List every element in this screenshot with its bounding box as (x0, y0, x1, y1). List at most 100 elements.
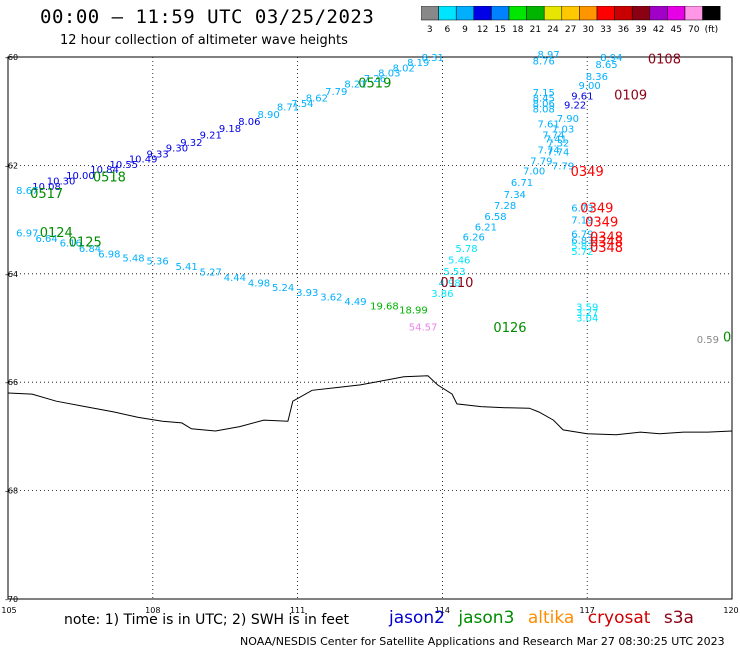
pass-time-label: 0 (723, 331, 731, 346)
page-title: 00:00 – 11:59 UTC 03/25/2023 (40, 6, 375, 28)
wave-height-value: 9.21 (200, 130, 222, 141)
wave-height-value: 4.44 (224, 273, 246, 284)
pass-time-label: 0349 (571, 165, 604, 180)
pass-time-label: 0348 (590, 236, 623, 251)
pass-time-label: 0348 (590, 241, 623, 256)
wave-height-value: 7.34 (504, 190, 526, 201)
pass-time-label: 0125 (69, 236, 102, 251)
wave-height-value: 6.73 (571, 203, 593, 214)
color-scale-label: 18 (512, 25, 524, 35)
wave-height-value: 3.62 (320, 292, 342, 303)
y-tick-label: -60 (5, 53, 18, 62)
wave-height-value: 6.16 (60, 239, 82, 250)
pass-time-label: 0349 (580, 202, 613, 217)
color-scale-label: 9 (462, 25, 468, 35)
pass-time-label: 0517 (30, 187, 63, 202)
footer-note: note: 1) Time is in UTC; 2) SWH is in fe… (64, 612, 350, 628)
color-scale-label: 21 (530, 25, 541, 35)
pass-time-label: 0126 (493, 321, 526, 336)
pass-time-label: 0519 (358, 76, 391, 91)
wave-height-value: 6.64 (35, 234, 57, 245)
wave-height-value: 5.36 (146, 257, 168, 268)
wave-height-value: 10.84 (90, 165, 119, 176)
wave-height-value: 7.28 (494, 201, 516, 212)
wave-height-value: 6.79 (571, 229, 593, 240)
wave-height-value: 8.06 (533, 99, 555, 110)
x-tick-label: 105 (1, 606, 16, 615)
wave-height-value: 8.36 (586, 72, 608, 83)
x-tick-label: 120 (723, 606, 738, 615)
wave-height-value: 8.62 (306, 93, 328, 104)
color-scale-label: 27 (565, 25, 576, 35)
y-tick-label: -68 (5, 487, 18, 496)
wave-height-value: 5.27 (200, 267, 222, 278)
wave-height-value: 8.45 (533, 93, 555, 104)
wave-height-value: 19.68 (370, 302, 399, 313)
wave-height-value: 7.19 (571, 215, 593, 226)
y-tick-label: -70 (5, 595, 18, 604)
x-tick-label: 117 (580, 606, 595, 615)
page-subtitle: 12 hour collection of altimeter wave hei… (60, 33, 348, 48)
wave-height-value: 8.90 (258, 110, 280, 121)
wave-height-value: 5.83 (571, 241, 593, 252)
wave-height-value: 9.33 (146, 149, 168, 160)
color-scale-label: 15 (494, 25, 505, 35)
wave-height-value: 10.55 (110, 160, 139, 171)
wave-height-value: 8.03 (378, 69, 400, 80)
wave-height-value: 10.49 (129, 155, 158, 166)
pass-time-label: 0109 (614, 88, 647, 103)
wave-height-value: 10.00 (66, 171, 95, 182)
wave-height-value: 7.26 (364, 74, 386, 85)
satellite-cryosat: cryosat (587, 608, 651, 628)
wave-height-value: 6.83 (571, 236, 593, 247)
y-tick-label: -64 (5, 270, 18, 279)
coastline (7, 375, 733, 436)
satellite-s3a: s3a (663, 608, 694, 628)
wave-height-value: 6.97 (16, 228, 38, 239)
wave-height-value: 7.79 (325, 87, 347, 98)
wave-height-value: 6.98 (98, 250, 120, 261)
wave-height-value: 5.53 (443, 267, 465, 278)
wave-height-value: 3.93 (296, 288, 318, 299)
wave-height-value: 3.27 (576, 308, 598, 319)
pass-time-label: 0108 (648, 53, 681, 68)
color-scale-label: (ft) (705, 25, 719, 35)
satellite-jason3: jason3 (458, 608, 515, 628)
satellite-legend: jason2 jason3 altika cryosat s3a (389, 608, 702, 628)
map-frame (7, 56, 733, 600)
wave-height-value: 7.61 (537, 119, 559, 130)
color-scale-label: 42 (653, 25, 664, 35)
wave-height-value: 7.79 (530, 156, 552, 167)
wave-height-value: 5.41 (175, 262, 197, 273)
wave-height-value: 7.03 (552, 124, 574, 135)
wave-height-value: 7.41 (545, 135, 567, 146)
color-scale-legend: 3 6 9 12 15 18 21 24 27 30 33 36 39 42 45 70 (ft) (421, 6, 721, 35)
satellite-jason2: jason2 (389, 608, 445, 628)
color-scale-label: 39 (635, 25, 647, 35)
wave-height-value: 8.71 (277, 103, 299, 114)
credit-line: NOAA/NESDIS Center for Satellite Applica… (240, 635, 725, 648)
color-scale-label: 36 (618, 25, 630, 35)
x-tick-label: 111 (290, 606, 305, 615)
wave-height-value: 8.67 (16, 186, 38, 197)
wave-height-value: 8.31 (422, 53, 444, 64)
pass-time-label: 0349 (585, 216, 618, 231)
color-scale-label: 3 (427, 25, 433, 35)
wave-height-value: 4.49 (344, 297, 366, 308)
wave-height-value: 6.26 (463, 233, 485, 244)
wave-height-value: 6.58 (484, 212, 506, 223)
wave-height-value: 7.32 (547, 138, 569, 149)
wave-height-value: 7.74 (537, 145, 559, 156)
wave-height-value: 3.04 (576, 313, 598, 324)
wave-height-value: 9.00 (578, 81, 600, 92)
wave-height-value: 5.78 (455, 244, 477, 255)
x-tick-label: 108 (145, 606, 160, 615)
y-tick-label: -62 (5, 161, 18, 170)
wave-height-value: 18.99 (399, 305, 428, 316)
wave-height-value: 8.06 (238, 117, 260, 128)
wave-height-value: 8.97 (537, 50, 559, 61)
wave-height-value: 9.30 (166, 143, 188, 154)
wave-height-value: 6.21 (475, 222, 497, 233)
pass-time-label: 0518 (93, 171, 126, 186)
